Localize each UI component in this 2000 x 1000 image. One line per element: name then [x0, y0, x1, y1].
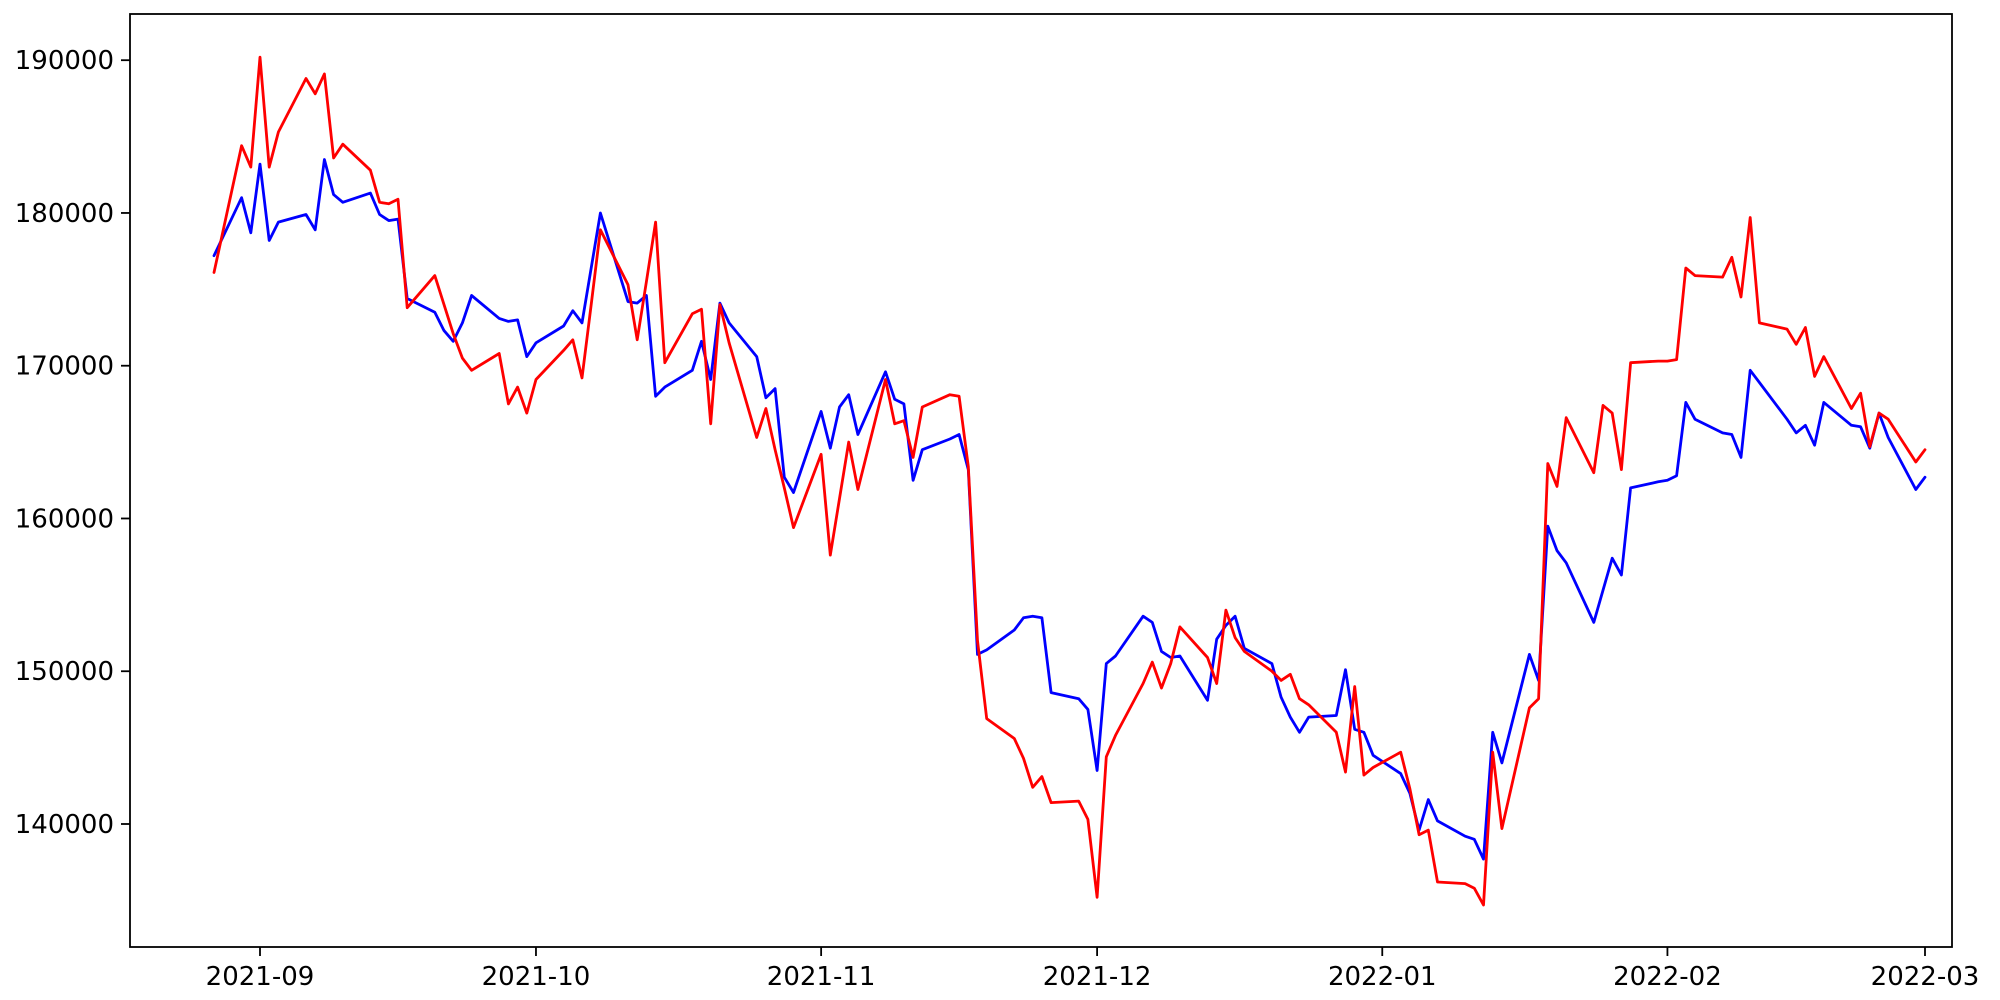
x-tick-label: 2021-09: [206, 962, 315, 992]
red-series-line: [212, 55, 1927, 907]
x-tick-label: 2021-12: [1043, 962, 1152, 992]
x-axis: 2021-09 2021-10 2021-11 2021-12 2022-01 2022-…: [206, 947, 1980, 992]
y-tick-label: 160000: [15, 504, 114, 534]
y-tick-label: 190000: [15, 46, 114, 76]
x-tick-label: 2022-01: [1328, 962, 1437, 992]
y-axis: 140000 150000 160000 170000 180000 190000: [15, 46, 130, 840]
x-tick-label: 2021-11: [767, 962, 876, 992]
blue-series-line: [212, 158, 1927, 861]
series-group: [212, 55, 1927, 907]
x-tick-label: 2021-10: [482, 962, 591, 992]
x-tick-label: 2022-02: [1613, 962, 1722, 992]
x-tick-label: 2022-03: [1871, 962, 1980, 992]
y-tick-label: 170000: [15, 352, 114, 382]
y-tick-label: 140000: [15, 810, 114, 840]
plot-border: [129, 13, 1953, 948]
plot-area: [129, 13, 1953, 948]
y-tick-label: 180000: [15, 199, 114, 229]
y-tick-label: 150000: [15, 657, 114, 687]
